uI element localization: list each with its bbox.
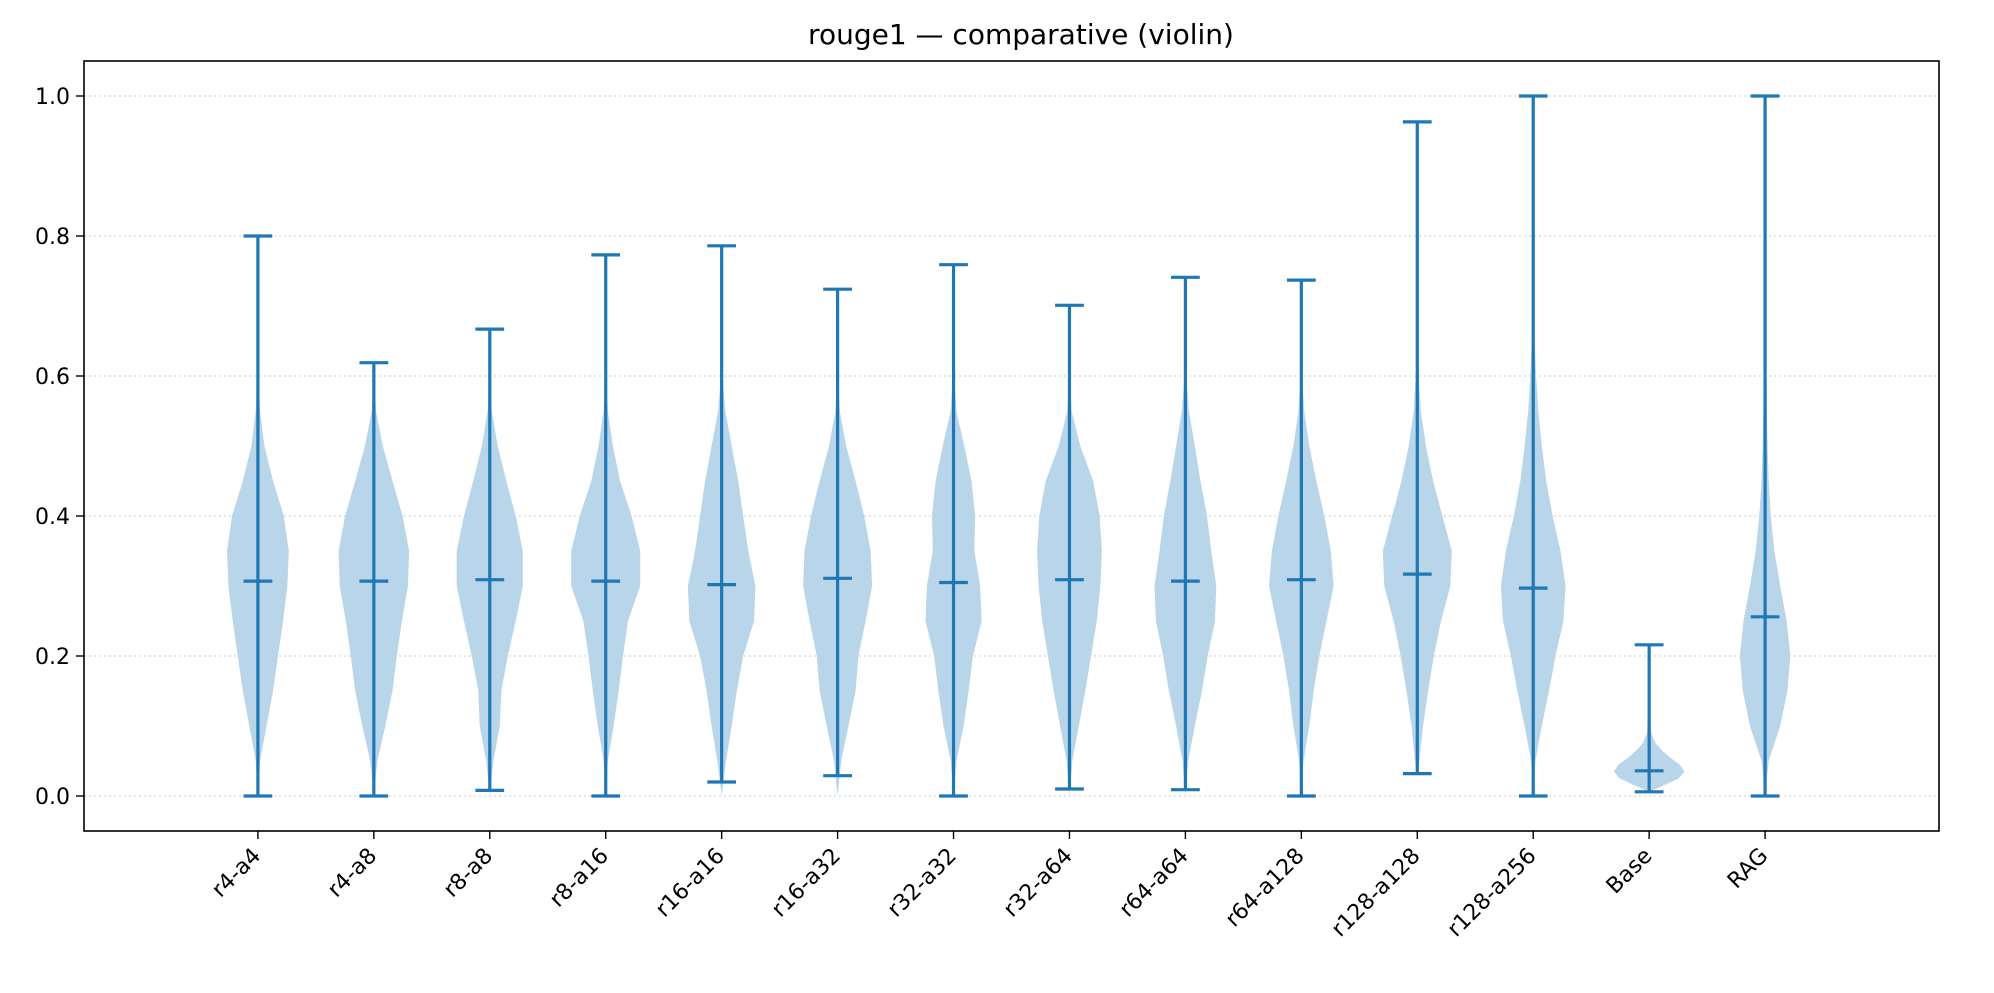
- y-axis: 0.0 0.2 0.4 0.6 0.8 1.0: [35, 85, 84, 810]
- y-tick-label: 0.0: [35, 785, 70, 810]
- plot-frame: [83, 60, 1940, 832]
- grid-lines: [84, 95, 1939, 797]
- y-tick-label: 0.6: [35, 365, 70, 390]
- y-tick-label: 0.8: [35, 225, 70, 250]
- violin-lines: [243, 94, 1780, 798]
- y-tick-label: 0.2: [35, 645, 70, 670]
- y-tick-label: 0.4: [35, 505, 70, 530]
- y-tick-label: 1.0: [35, 85, 70, 110]
- chart-title: rouge1 — comparative (violin): [808, 18, 1234, 51]
